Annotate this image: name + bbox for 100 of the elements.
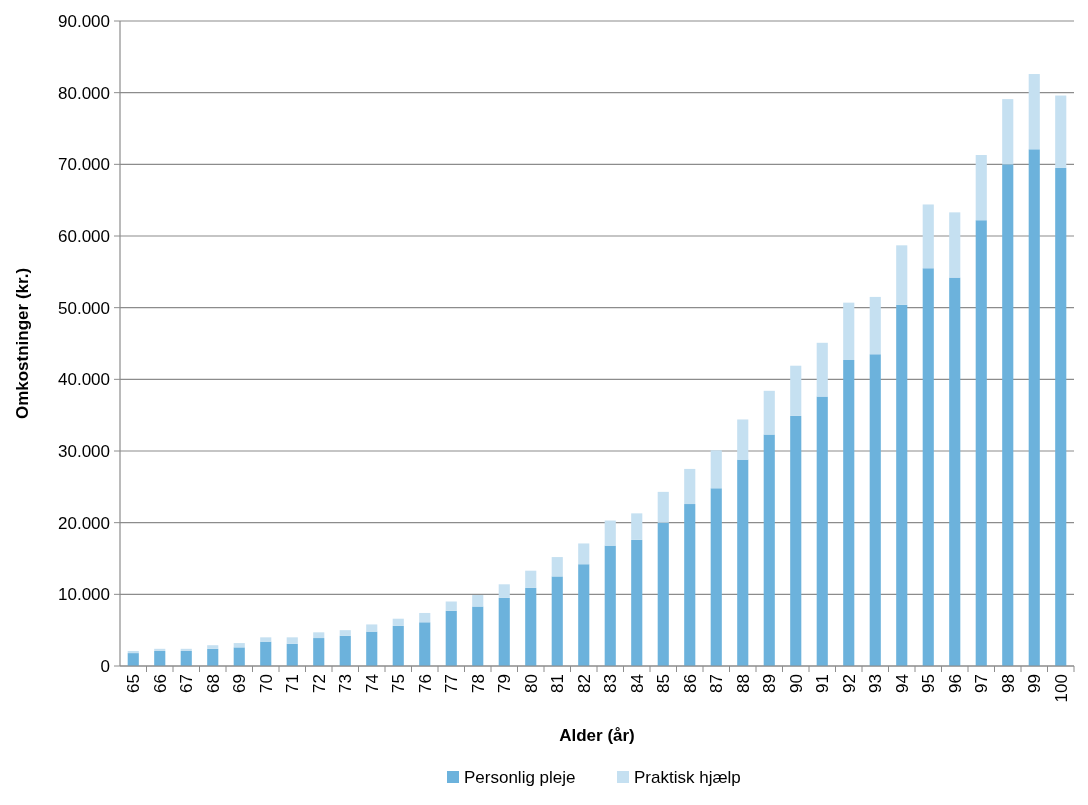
bar [1055, 95, 1067, 168]
x-tick-label: 96 [945, 674, 965, 693]
x-tick-label: 82 [574, 674, 594, 693]
y-tick-label: 50.000 [58, 298, 110, 318]
x-tick-label: 89 [760, 674, 780, 693]
y-tick-label: 80.000 [58, 83, 110, 103]
bar [710, 450, 722, 489]
bar [233, 643, 245, 648]
x-tick-label: 98 [998, 674, 1018, 693]
bar [737, 459, 749, 666]
bar [684, 468, 696, 505]
x-tick-label: 94 [892, 674, 912, 693]
x-tick-label: 80 [521, 674, 541, 693]
bar [975, 220, 987, 666]
x-tick-label: 65 [124, 674, 144, 693]
bar [233, 647, 245, 666]
bar [763, 434, 775, 666]
bar [843, 302, 855, 360]
y-tick-label: 10.000 [58, 585, 110, 605]
bar [445, 601, 457, 611]
bar [1028, 149, 1040, 666]
x-tick-label: 75 [389, 674, 409, 693]
x-tick-label: 88 [733, 674, 753, 693]
x-tick-label: 84 [627, 674, 647, 693]
bar [657, 491, 669, 523]
legend-label: Praktisk hjælp [634, 768, 741, 787]
bar [790, 415, 802, 666]
bar [154, 650, 166, 666]
x-tick-label: 97 [972, 674, 992, 693]
bar [949, 277, 961, 666]
y-tick-label: 0 [100, 656, 110, 676]
bar [816, 396, 828, 666]
bar [498, 584, 510, 598]
bar [790, 365, 802, 416]
bar [1002, 164, 1014, 666]
x-tick-label: 86 [680, 674, 700, 693]
x-tick-label: 95 [919, 674, 939, 693]
bar [260, 641, 272, 666]
x-tick-label: 74 [362, 674, 382, 693]
bar [525, 587, 537, 666]
bar [127, 653, 139, 666]
bar [631, 539, 643, 666]
bar [313, 632, 325, 639]
bar [1028, 74, 1040, 150]
bar [631, 513, 643, 540]
x-tick-label: 67 [177, 674, 197, 693]
bar [180, 650, 192, 666]
bar [578, 564, 590, 666]
bar [975, 155, 987, 221]
bar [684, 504, 696, 666]
x-tick-label: 99 [1025, 674, 1045, 693]
bar [366, 631, 378, 666]
bar [604, 545, 616, 666]
x-tick-label: 78 [468, 674, 488, 693]
bar [419, 612, 431, 623]
bar [1055, 167, 1067, 666]
x-tick-label: 68 [203, 674, 223, 693]
x-tick-label: 72 [309, 674, 329, 693]
bar [392, 618, 404, 626]
x-tick-label: 92 [839, 674, 859, 693]
bar [127, 650, 139, 654]
bar [419, 622, 431, 666]
x-tick-label: 93 [866, 674, 886, 693]
bar [498, 597, 510, 666]
bar [180, 648, 192, 651]
y-tick-label: 30.000 [58, 441, 110, 461]
legend-label: Personlig pleje [464, 768, 576, 787]
bar [763, 390, 775, 435]
bar [604, 520, 616, 546]
bar [154, 648, 166, 651]
bar [949, 212, 961, 278]
x-tick-label: 76 [415, 674, 435, 693]
x-tick-label: 70 [256, 674, 276, 693]
x-axis-title: Alder (år) [559, 726, 635, 745]
bar [313, 638, 325, 666]
x-tick-label: 81 [548, 674, 568, 693]
y-axis-title: Omkostninger (kr.) [13, 267, 32, 420]
x-tick-label: 66 [150, 674, 170, 693]
bar [207, 648, 219, 666]
x-tick-label: 90 [786, 674, 806, 693]
bar [896, 245, 908, 305]
x-tick-label: 71 [283, 674, 303, 693]
bar [578, 543, 590, 565]
bar [445, 610, 457, 666]
bar [922, 268, 934, 666]
bar [525, 570, 537, 588]
bar [1002, 99, 1014, 165]
bar [392, 625, 404, 666]
bar [737, 419, 749, 460]
bar [472, 606, 484, 666]
x-tick-label: 83 [601, 674, 621, 693]
y-tick-label: 60.000 [58, 226, 110, 246]
bar [869, 296, 881, 355]
bar [551, 557, 563, 577]
bar [286, 643, 298, 666]
bar [472, 595, 484, 607]
bar [339, 635, 351, 666]
bar [551, 576, 563, 666]
bar [896, 304, 908, 666]
x-tick-label: 100 [1051, 674, 1071, 703]
